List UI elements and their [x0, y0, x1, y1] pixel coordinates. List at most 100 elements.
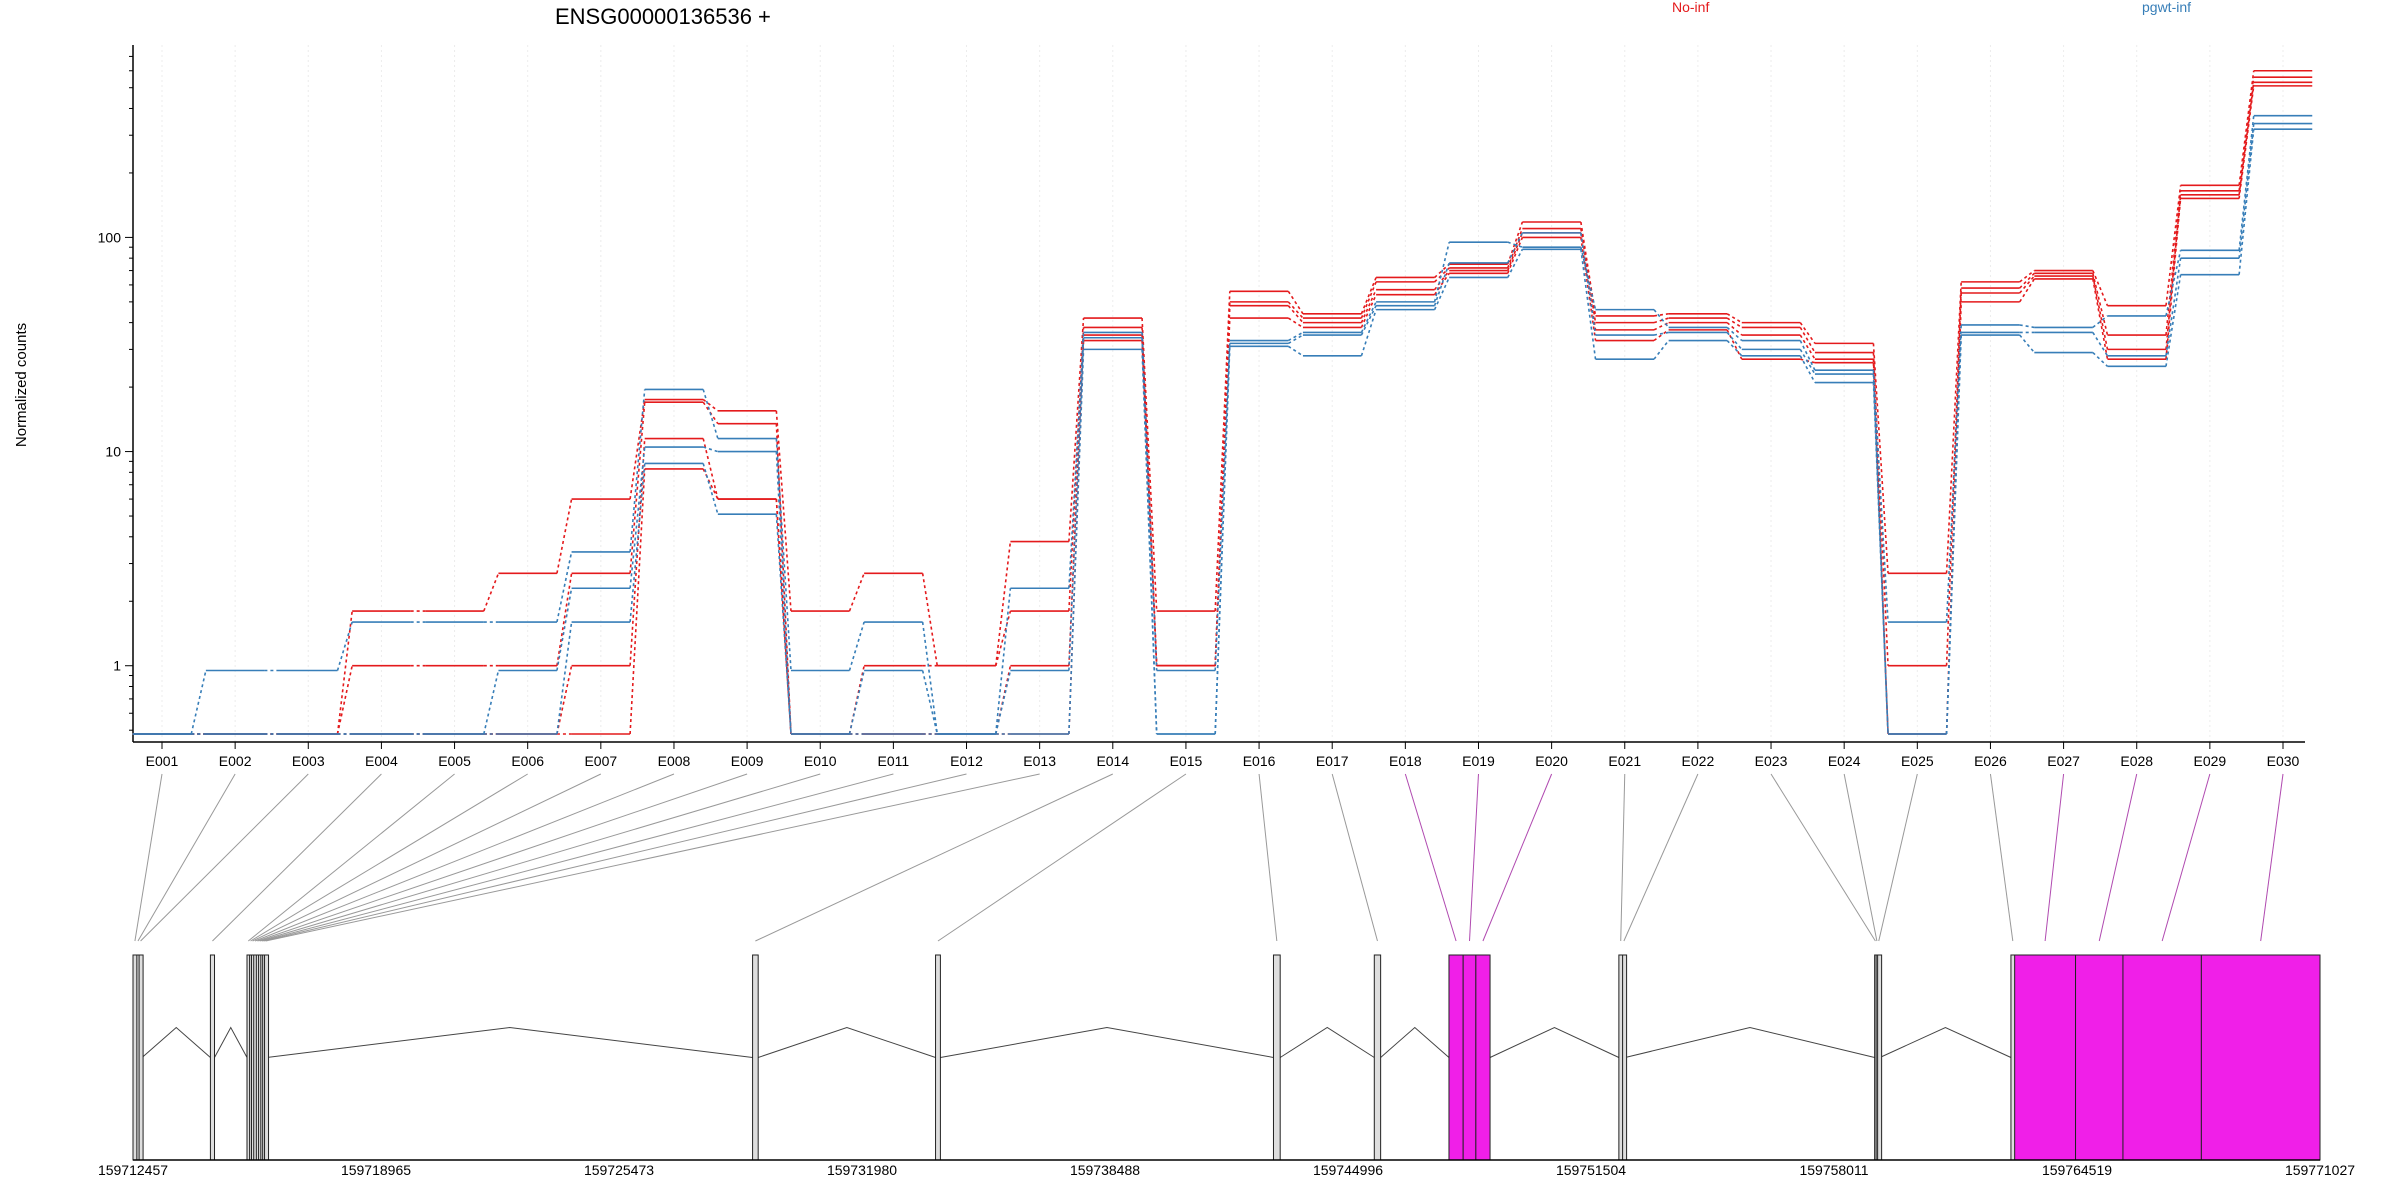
series-connector	[2019, 275, 2035, 294]
x-tick-label-e012: E012	[950, 753, 983, 769]
series-connector	[775, 451, 792, 735]
x-tick-label-e016: E016	[1243, 753, 1276, 769]
exon-e014	[752, 954, 759, 1161]
connector-e021	[1620, 773, 1626, 942]
connector-e022	[1623, 773, 1699, 942]
series-connector	[2019, 334, 2035, 354]
x-tick-label-e022: E022	[1682, 753, 1715, 769]
series-connector	[2238, 70, 2255, 186]
series-connector	[1068, 335, 1085, 666]
coordinate-label: 159751504	[1556, 1162, 1626, 1178]
series-connector	[1287, 290, 1304, 315]
series-connector	[1360, 289, 1377, 323]
series-no-inf-3	[132, 81, 2313, 735]
x-tick-label-e011: E011	[878, 753, 910, 769]
series-connector	[2092, 278, 2109, 360]
series-connector	[2238, 85, 2255, 199]
series-pgwt-inf-5	[132, 114, 2313, 735]
series-connector	[921, 670, 939, 735]
series-connector	[1141, 318, 1158, 612]
intron	[1879, 1026, 2012, 1058]
x-tick-label-e028: E028	[2120, 753, 2153, 769]
series-connector	[2238, 115, 2255, 251]
series-connector	[994, 670, 1012, 735]
series-connector	[1433, 262, 1450, 306]
series-connector	[1872, 370, 1889, 623]
series-connector	[1214, 340, 1231, 671]
series-no-inf-2	[132, 76, 2313, 735]
series-connector	[2092, 351, 2109, 367]
series-connector	[1287, 305, 1304, 324]
exon-connector-lines	[134, 773, 2284, 942]
x-tick-label-e027: E027	[2047, 753, 2080, 769]
legend-entry-pgwt-inf[interactable]: pgwt-inf	[2142, 0, 2191, 15]
coordinate-label: 159731980	[827, 1162, 897, 1178]
series-connector	[1726, 331, 1743, 350]
series-connector	[1068, 337, 1085, 671]
series-connector	[556, 621, 573, 735]
exon-e019	[1462, 954, 1477, 1161]
x-tick-label-e004: E004	[365, 753, 398, 769]
series-connector	[2165, 198, 2182, 360]
series-connector	[1141, 349, 1158, 735]
connector-e001	[134, 773, 163, 942]
series-pgwt-inf-6	[132, 122, 2313, 735]
exon-e003	[138, 954, 144, 1161]
connector-e024	[1843, 773, 1878, 942]
series-connector	[1653, 312, 1669, 317]
series-connector	[2092, 270, 2109, 306]
series-connector	[702, 463, 719, 515]
coordinate-label: 159764519	[2042, 1162, 2112, 1178]
x-tick-label-e013: E013	[1023, 753, 1056, 769]
series-connector	[921, 621, 939, 735]
series-connector	[2238, 77, 2255, 191]
y-axis-label: Normalized counts	[13, 323, 30, 447]
series-connector	[629, 438, 646, 666]
connector-e030	[2260, 773, 2284, 942]
exon-e025	[1877, 954, 1883, 1161]
series-connector	[629, 468, 646, 735]
series-connector	[1653, 331, 1669, 336]
genomic-coordinate-axis: 159712457 159718965 159725473 159731980 1597…	[98, 1159, 2355, 1178]
exon-e013	[264, 954, 270, 1161]
series-connector	[2092, 275, 2109, 350]
series-connector	[1726, 317, 1743, 329]
series-connector	[2165, 250, 2182, 317]
series-connector	[556, 498, 573, 574]
series-connector	[336, 610, 353, 735]
series-connector	[629, 389, 646, 552]
intron	[1279, 1026, 1375, 1058]
series-connector	[1506, 232, 1524, 271]
series-connector	[848, 670, 865, 735]
series-connector	[2165, 190, 2182, 336]
series-connector	[702, 389, 719, 439]
connector-e007	[252, 773, 602, 942]
series-connector	[1287, 301, 1304, 319]
connector-e016	[1258, 773, 1278, 942]
series-connector	[1360, 281, 1377, 319]
x-tick-label-e024: E024	[1828, 753, 1861, 769]
series-connector	[2165, 258, 2182, 356]
series-connector	[556, 573, 573, 666]
x-axis: E001 E002 E003 E004 E005 E006 E007 E008 E009 E010…	[133, 741, 2305, 769]
series-connector	[629, 399, 646, 500]
legend-entry-no-inf[interactable]: No-inf	[1672, 0, 1709, 15]
exon-e016	[1272, 954, 1281, 1161]
series-connector	[2238, 123, 2255, 259]
intron	[1625, 1026, 1875, 1058]
series-connector	[1287, 334, 1304, 345]
series-connector	[1799, 348, 1816, 375]
series-connector	[2019, 269, 2035, 283]
series-connector	[702, 438, 719, 500]
series-connector	[994, 541, 1012, 666]
y-tick-label: 100	[98, 229, 122, 245]
series-lines	[132, 69, 2313, 735]
series-connector	[1433, 272, 1450, 296]
series-connector	[1214, 346, 1231, 735]
gene-model	[132, 954, 2321, 1161]
connector-e015	[937, 773, 1187, 942]
series-connector	[775, 423, 792, 735]
exon-e020	[1475, 954, 1491, 1161]
connector-e002	[137, 773, 236, 942]
